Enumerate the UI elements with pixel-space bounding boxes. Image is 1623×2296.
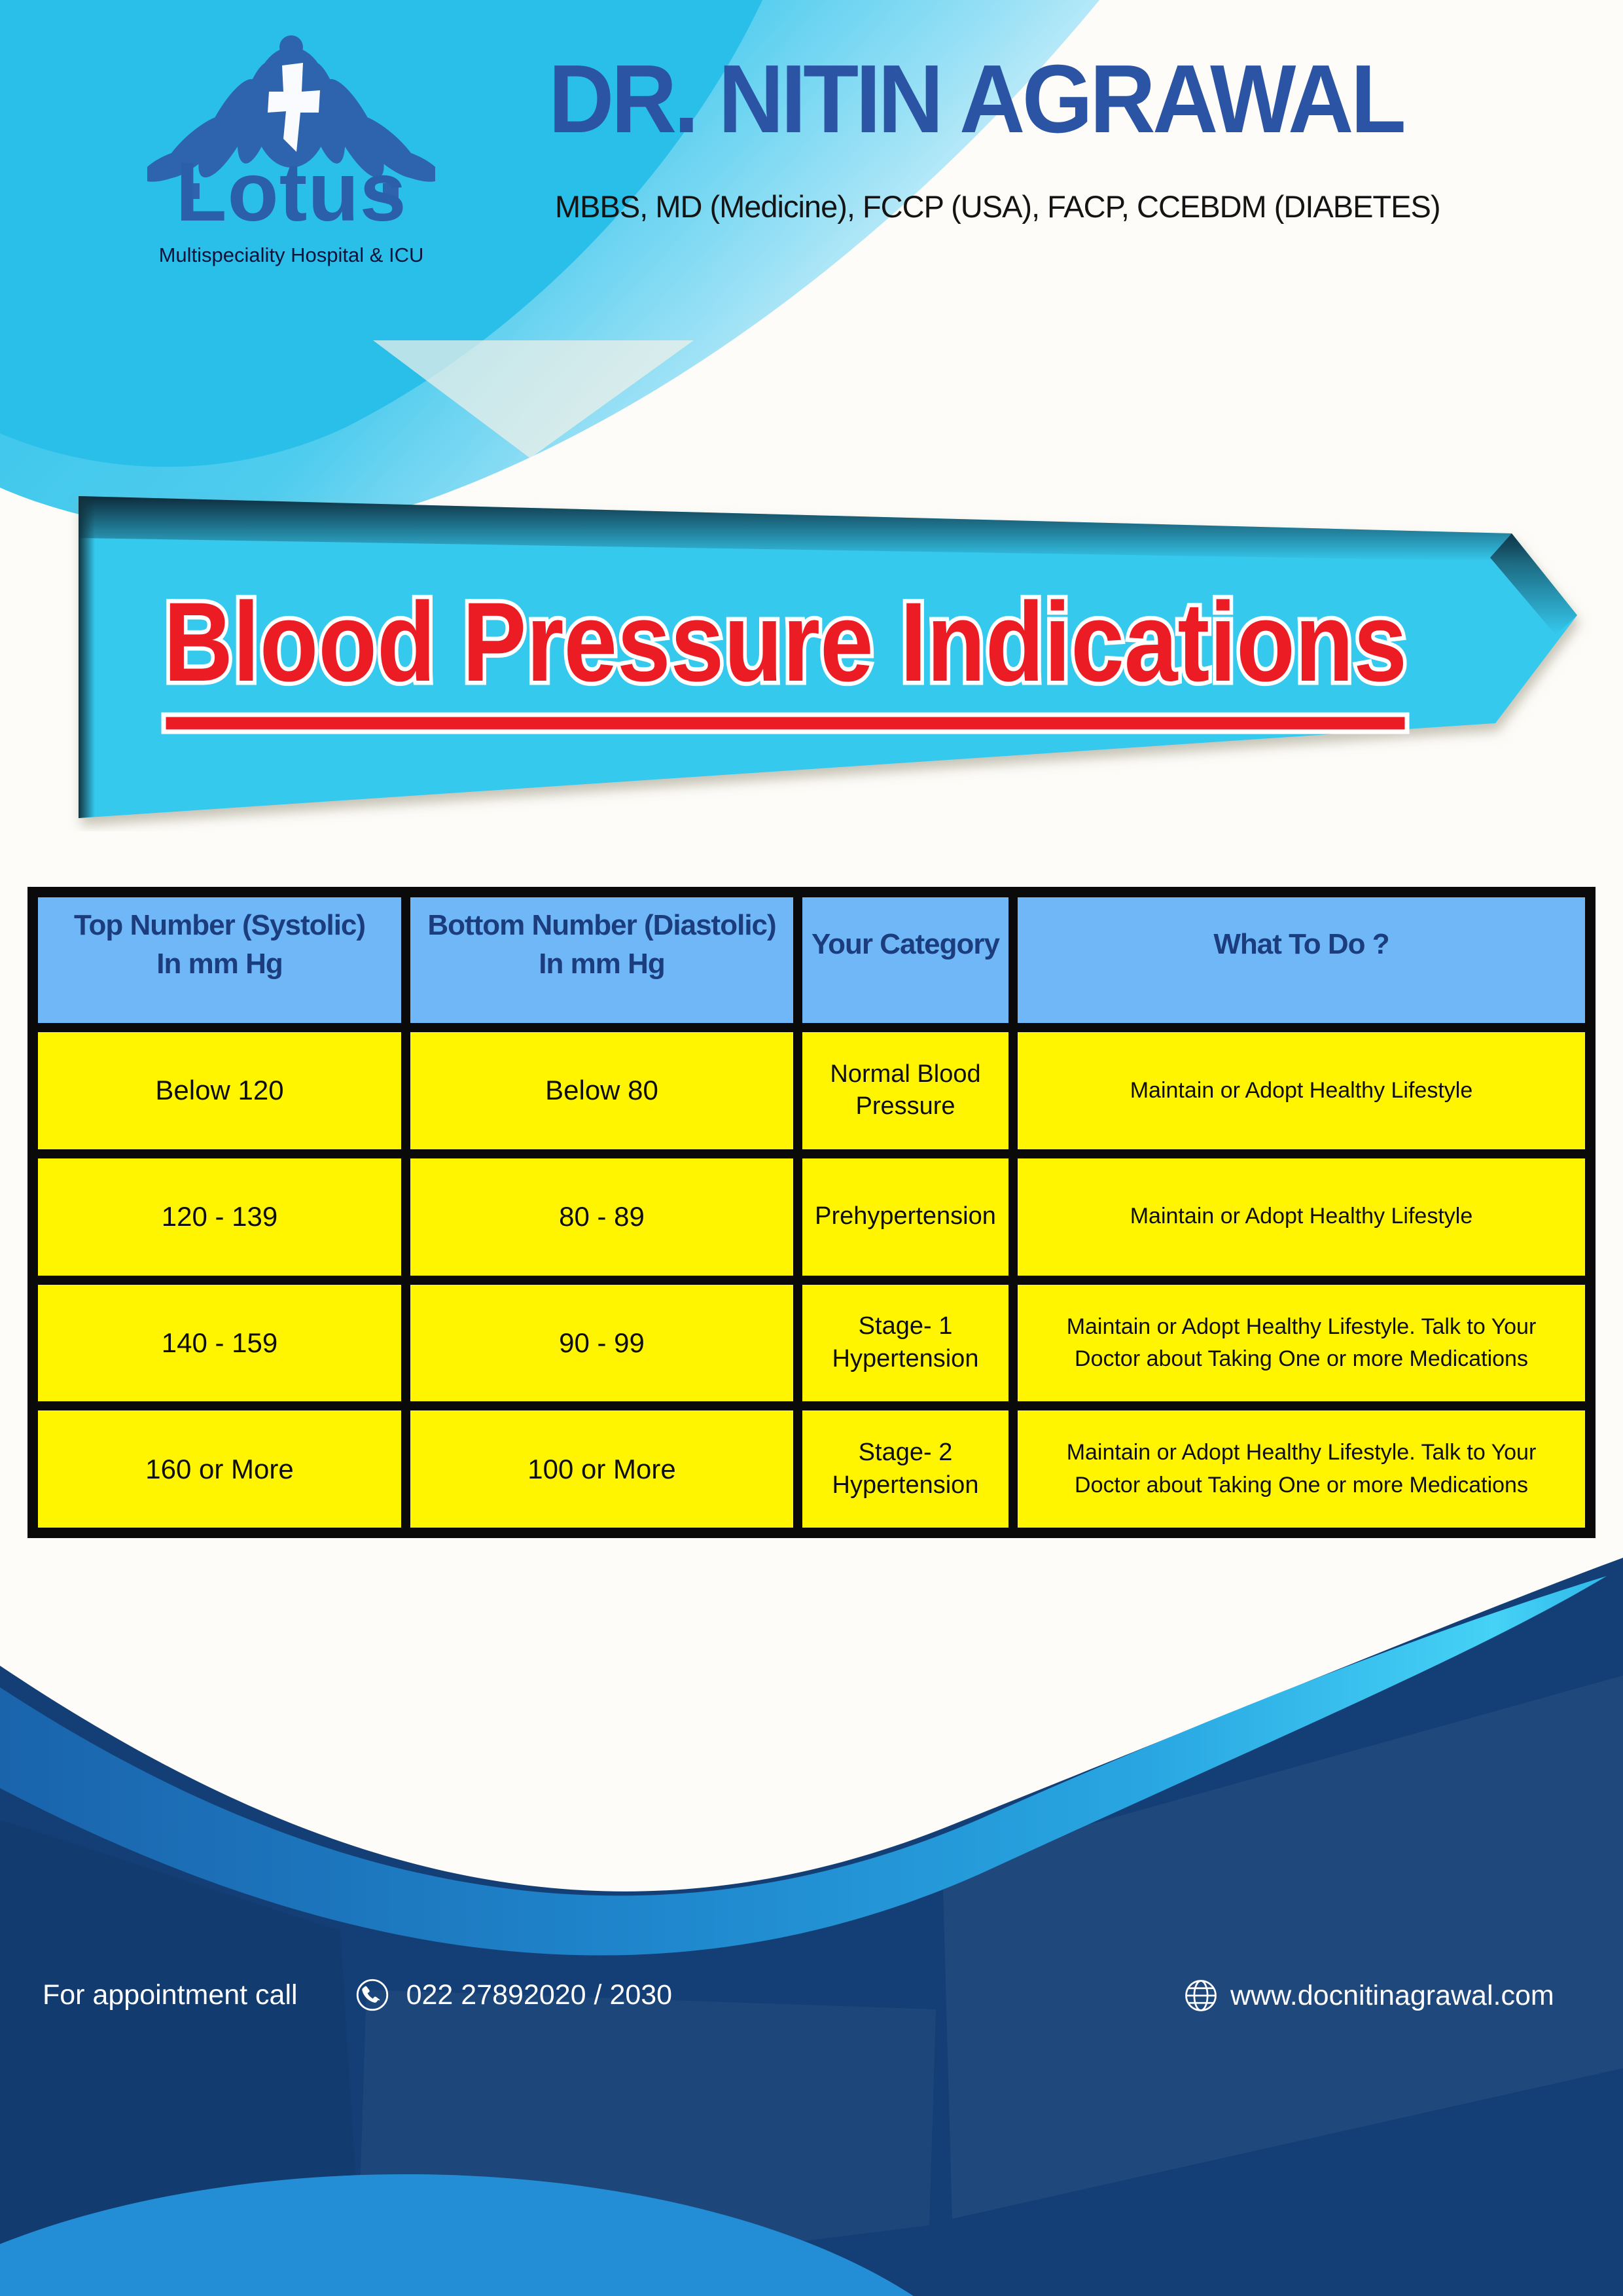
banner-ribbon-shape [79,496,1577,818]
doctor-credentials: MBBS, MD (Medicine), FCCP (USA), FACP, C… [555,189,1441,224]
appointment-label: For appointment call [43,1979,298,2011]
cell-systolic-row2: 120 - 139 [38,1158,401,1276]
logo-tagline: Multispeciality Hospital & ICU [158,243,424,266]
column-header-diastolic: Bottom Number (Diastolic) In mm Hg [410,897,793,1023]
cell-diastolic-row3: 90 - 99 [410,1284,793,1402]
column-header-category: Your Category [802,897,1008,1023]
footer-appointment: For appointment call 022 27892020 / 2030 [43,1978,672,2012]
globe-icon [1185,1980,1217,2011]
header-line1: Top Number (Systolic) [73,908,366,941]
hospital-logo: Lotus Multispeciality Hospital & ICU [141,26,442,266]
banner-left-fold [79,496,95,818]
phone-number: 022 27892020 / 2030 [406,1979,673,2011]
cell-systolic-row4: 160 or More [38,1410,401,1528]
header-line1: What To Do ? [1213,928,1389,961]
lotus-flower-cross-icon [147,35,435,199]
header-line1: Bottom Number (Diastolic) [427,908,776,941]
banner-tip-shade [1490,533,1577,635]
column-header-systolic: Top Number (Systolic) In mm Hg [38,897,401,1023]
cell-systolic-row1: Below 120 [38,1032,401,1149]
cell-category-row2: Prehypertension [802,1158,1008,1276]
cell-diastolic-row2: 80 - 89 [410,1158,793,1276]
cell-diastolic-row4: 100 or More [410,1410,793,1528]
footer-website: www.docnitinagrawal.com [1183,1978,1554,2013]
cell-action-row1: Maintain or Adopt Healthy Lifestyle [1018,1032,1585,1149]
title-banner: Blood Pressure Indications [69,484,1623,831]
cell-category-row4: Stage- 2 Hypertension [802,1410,1008,1528]
faint-chevron [373,340,694,458]
banner-underline [161,712,1410,734]
navy-shade-left [0,1820,363,2296]
cell-action-row2: Maintain or Adopt Healthy Lifestyle [1018,1158,1585,1276]
logo-name: Lotus [175,145,407,239]
cell-diastolic-row1: Below 80 [410,1032,793,1149]
header-line2: In mm Hg [156,948,283,980]
header-line1: Your Category [812,928,1000,961]
cell-action-row4: Maintain or Adopt Healthy Lifestyle. Tal… [1018,1410,1585,1528]
cell-category-row3: Stage- 1 Hypertension [802,1284,1008,1402]
phone-icon [356,1979,388,2011]
cell-category-row1: Normal Blood Pressure [802,1032,1008,1149]
header-line2: In mm Hg [539,948,665,980]
doctor-name: DR. NITIN AGRAWAL [548,45,1406,153]
wave-band [0,1576,1607,1956]
column-header-what-to-do: What To Do ? [1018,897,1585,1023]
website-url: www.docnitinagrawal.com [1230,1979,1554,2011]
blood-pressure-table: Top Number (Systolic) In mm Hg Bottom Nu… [27,887,1596,1538]
cell-action-row3: Maintain or Adopt Healthy Lifestyle. Tal… [1018,1284,1585,1402]
cell-systolic-row3: 140 - 159 [38,1284,401,1402]
navy-sheen-2 [942,1676,1623,2219]
bottom-dome [0,2174,914,2296]
banner-top-fold [79,496,1533,562]
top-cyan-blob [0,0,762,467]
banner-title: Blood Pressure Indications [164,579,1407,705]
